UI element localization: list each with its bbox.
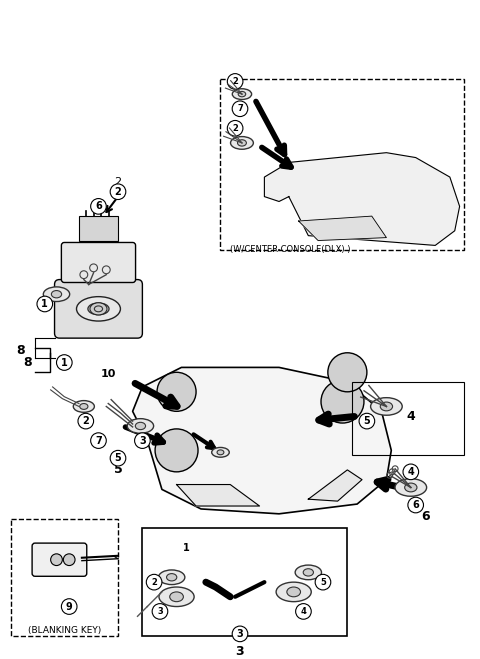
Bar bbox=[143, 529, 348, 636]
Circle shape bbox=[155, 429, 198, 472]
Bar bbox=[220, 80, 465, 250]
Ellipse shape bbox=[380, 402, 393, 411]
Ellipse shape bbox=[238, 140, 246, 146]
Text: (BLANKING KEY): (BLANKING KEY) bbox=[28, 626, 101, 635]
Bar bbox=[352, 382, 465, 455]
Ellipse shape bbox=[371, 397, 402, 415]
Circle shape bbox=[91, 198, 106, 214]
Circle shape bbox=[152, 604, 168, 619]
Ellipse shape bbox=[295, 565, 322, 580]
Text: 1: 1 bbox=[61, 358, 68, 368]
Ellipse shape bbox=[51, 291, 61, 298]
Text: 7: 7 bbox=[95, 436, 102, 445]
Circle shape bbox=[110, 184, 126, 200]
Circle shape bbox=[63, 554, 75, 565]
Ellipse shape bbox=[287, 587, 300, 597]
Ellipse shape bbox=[127, 418, 154, 434]
Circle shape bbox=[110, 450, 126, 466]
Ellipse shape bbox=[230, 136, 253, 149]
Text: 1: 1 bbox=[41, 299, 48, 309]
FancyBboxPatch shape bbox=[32, 543, 87, 576]
Text: 9: 9 bbox=[66, 602, 72, 612]
Circle shape bbox=[157, 372, 196, 411]
Ellipse shape bbox=[217, 450, 224, 455]
Text: 8: 8 bbox=[23, 356, 32, 369]
Circle shape bbox=[315, 575, 331, 590]
Ellipse shape bbox=[90, 302, 107, 315]
Circle shape bbox=[328, 353, 367, 392]
Circle shape bbox=[37, 296, 53, 312]
Circle shape bbox=[232, 626, 248, 642]
Ellipse shape bbox=[158, 570, 185, 585]
Ellipse shape bbox=[80, 403, 88, 409]
Ellipse shape bbox=[73, 401, 95, 413]
Polygon shape bbox=[132, 368, 391, 514]
Circle shape bbox=[57, 355, 72, 370]
Polygon shape bbox=[177, 484, 260, 506]
Text: 3: 3 bbox=[157, 607, 163, 616]
Circle shape bbox=[228, 74, 243, 89]
Text: 4: 4 bbox=[300, 607, 306, 616]
Circle shape bbox=[296, 604, 311, 619]
Ellipse shape bbox=[76, 297, 120, 321]
Text: 8: 8 bbox=[16, 344, 24, 357]
Ellipse shape bbox=[232, 89, 252, 100]
Ellipse shape bbox=[395, 478, 427, 496]
Circle shape bbox=[78, 413, 94, 429]
Text: 1: 1 bbox=[183, 543, 190, 553]
Text: 3: 3 bbox=[236, 645, 244, 658]
Circle shape bbox=[51, 554, 62, 565]
Ellipse shape bbox=[88, 303, 109, 315]
Ellipse shape bbox=[135, 422, 145, 430]
Text: 6: 6 bbox=[412, 500, 419, 510]
Circle shape bbox=[61, 599, 77, 614]
Polygon shape bbox=[299, 216, 386, 241]
Text: 3: 3 bbox=[139, 436, 146, 445]
Text: 3: 3 bbox=[237, 629, 243, 639]
FancyBboxPatch shape bbox=[61, 243, 135, 283]
Ellipse shape bbox=[276, 582, 311, 602]
Circle shape bbox=[146, 575, 162, 590]
Text: 2: 2 bbox=[83, 416, 89, 426]
Text: 2: 2 bbox=[114, 177, 121, 187]
Bar bbox=[79, 216, 118, 241]
Ellipse shape bbox=[159, 587, 194, 606]
Circle shape bbox=[321, 380, 364, 423]
Ellipse shape bbox=[303, 569, 313, 576]
Text: 4: 4 bbox=[407, 410, 415, 422]
Text: 6: 6 bbox=[95, 202, 102, 212]
Text: (W/CENTER-CONSOLE(DLX) ): (W/CENTER-CONSOLE(DLX) ) bbox=[230, 245, 351, 254]
Circle shape bbox=[403, 464, 419, 480]
Ellipse shape bbox=[405, 483, 417, 492]
FancyBboxPatch shape bbox=[55, 279, 143, 338]
Circle shape bbox=[134, 433, 150, 448]
Text: 5: 5 bbox=[115, 453, 121, 463]
Ellipse shape bbox=[43, 287, 70, 302]
Circle shape bbox=[232, 101, 248, 117]
Ellipse shape bbox=[238, 92, 246, 97]
Ellipse shape bbox=[212, 447, 229, 457]
Text: 10: 10 bbox=[100, 369, 116, 379]
Text: 5: 5 bbox=[363, 416, 370, 426]
Text: 2: 2 bbox=[232, 124, 238, 132]
Polygon shape bbox=[308, 470, 362, 501]
Text: 6: 6 bbox=[421, 510, 430, 523]
Text: 5: 5 bbox=[114, 463, 122, 476]
Text: 4: 4 bbox=[408, 467, 414, 477]
Circle shape bbox=[359, 413, 375, 429]
Text: 7: 7 bbox=[237, 104, 243, 113]
Ellipse shape bbox=[167, 573, 177, 581]
Text: 2: 2 bbox=[115, 186, 121, 197]
Text: 5: 5 bbox=[320, 578, 326, 587]
Circle shape bbox=[408, 498, 423, 513]
Polygon shape bbox=[264, 153, 460, 245]
Ellipse shape bbox=[170, 592, 183, 602]
Text: 2: 2 bbox=[151, 578, 157, 587]
Text: 2: 2 bbox=[232, 77, 238, 86]
Circle shape bbox=[228, 121, 243, 136]
Circle shape bbox=[91, 433, 106, 448]
Ellipse shape bbox=[95, 306, 103, 312]
Bar bbox=[11, 519, 118, 636]
